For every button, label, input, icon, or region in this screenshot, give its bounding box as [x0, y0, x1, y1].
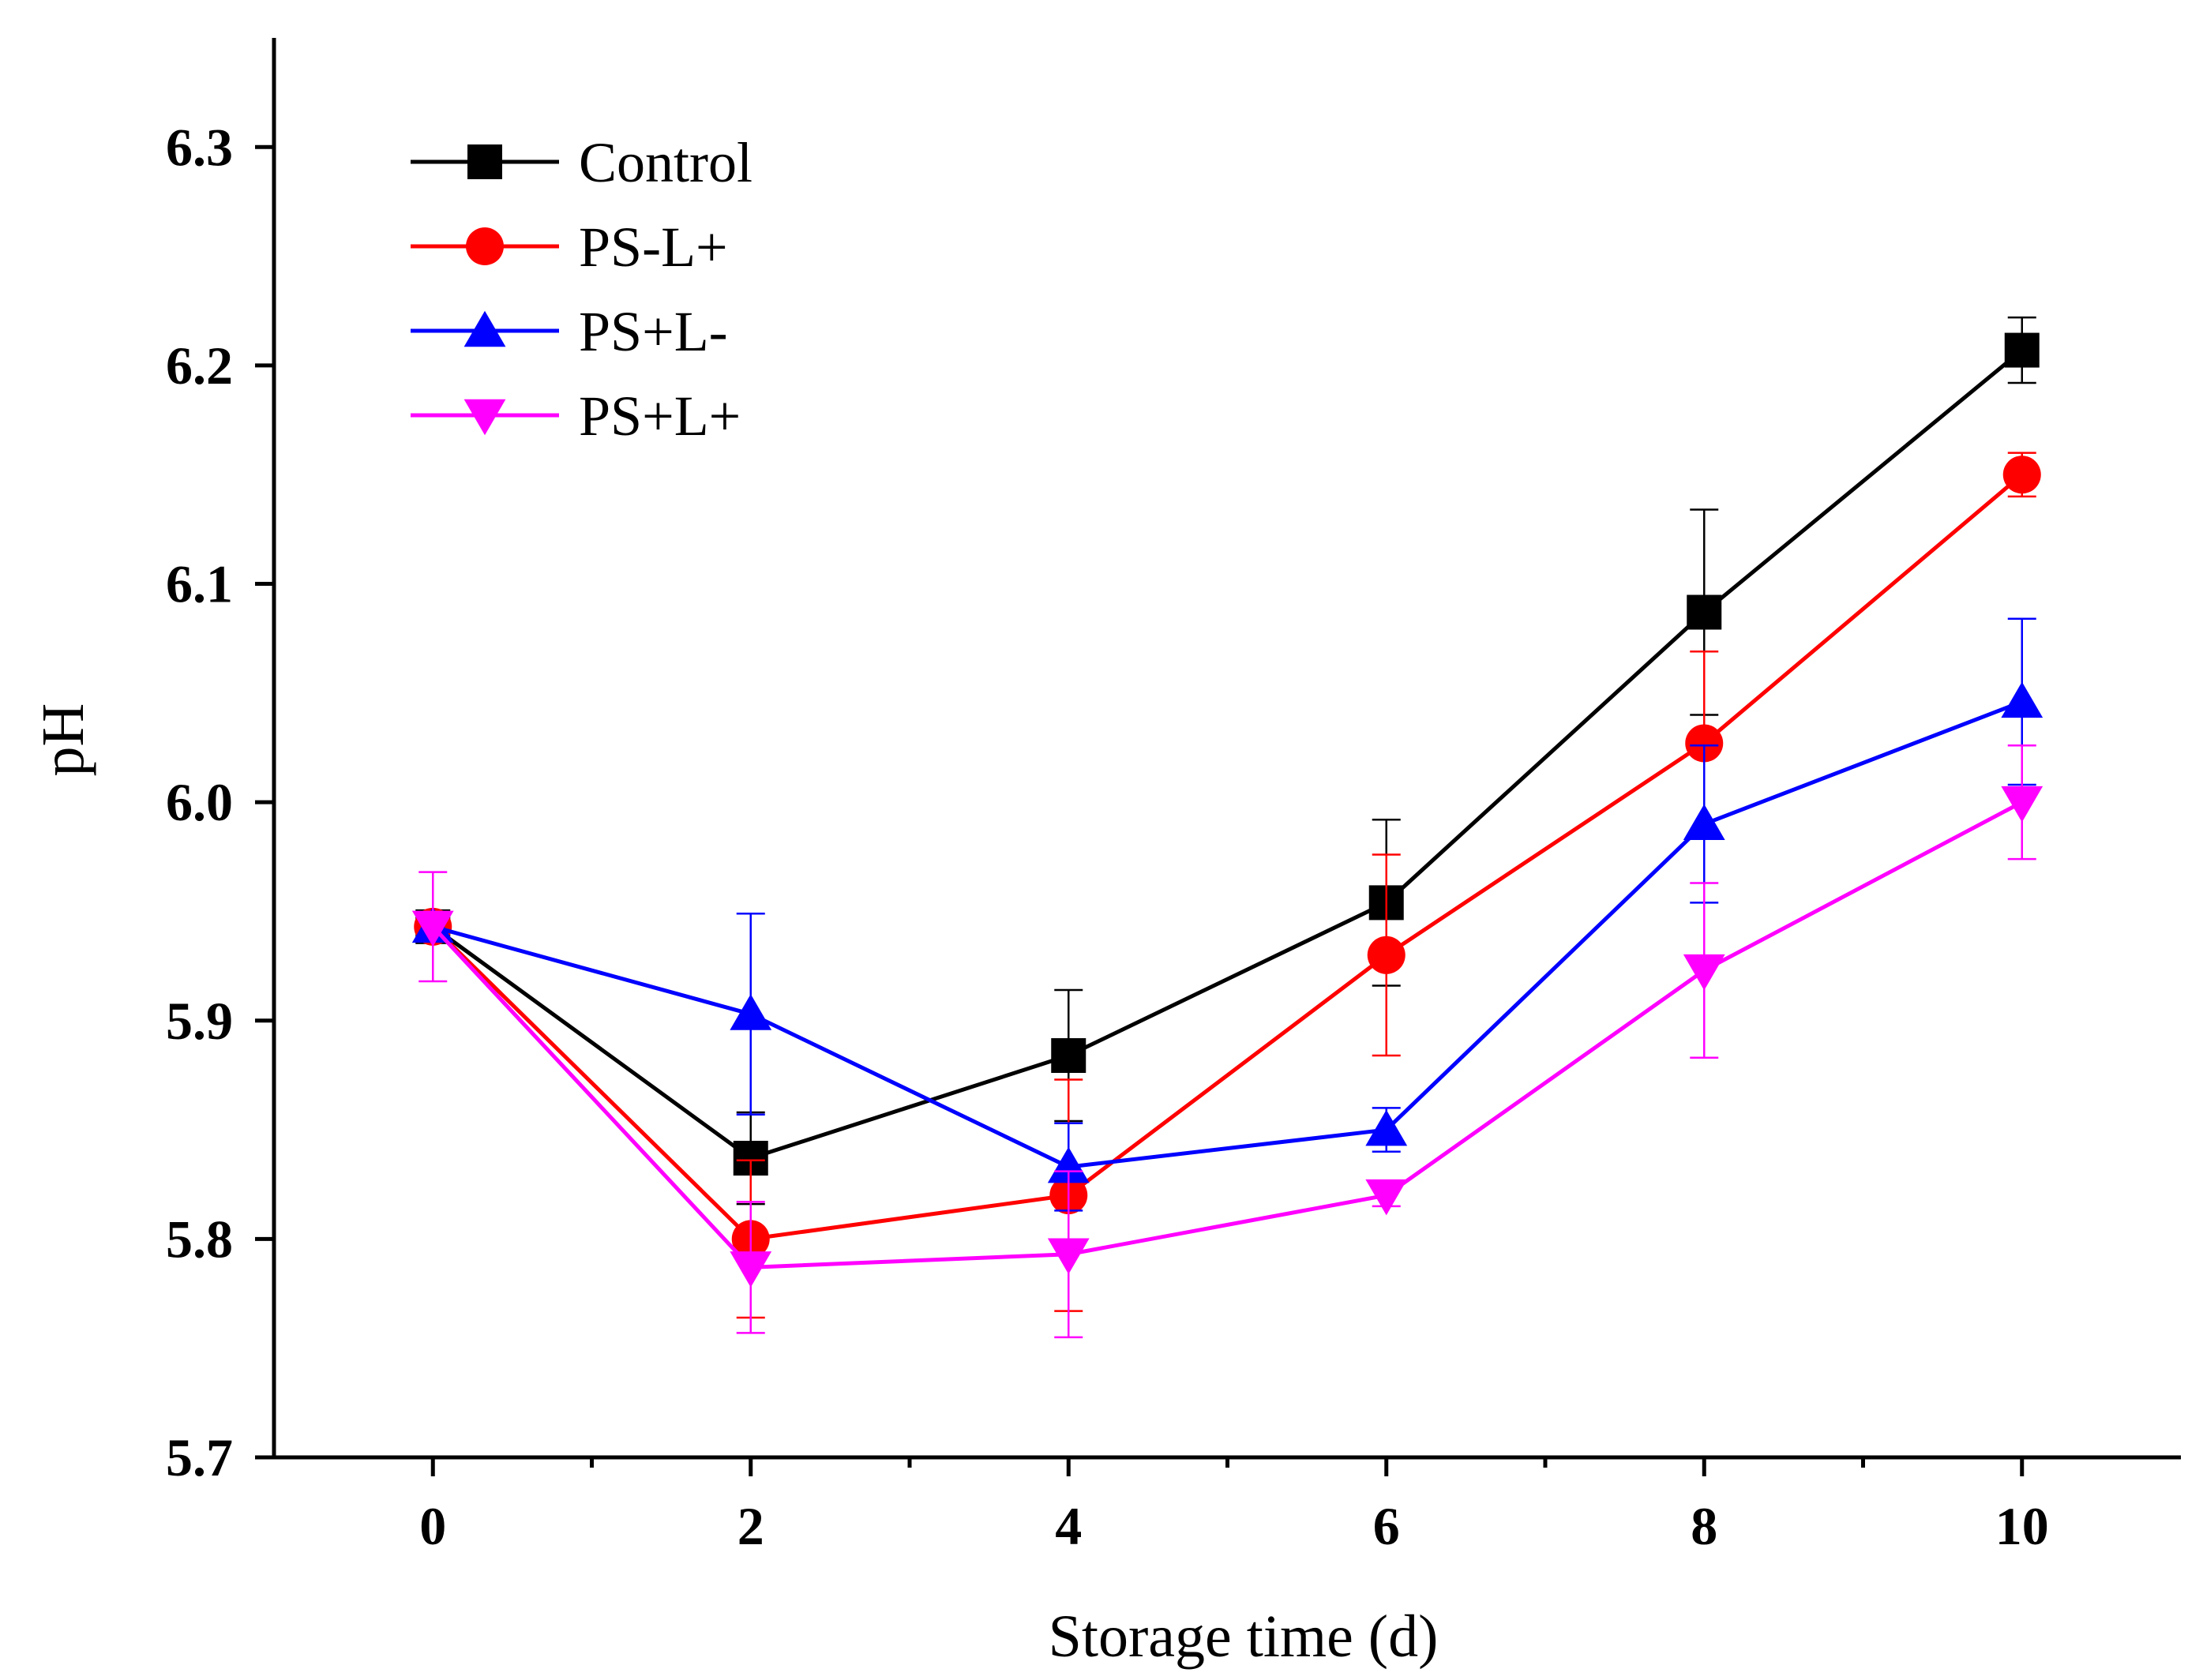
- x-tick-label: 10: [1995, 1496, 2049, 1556]
- y-tick-label: 5.9: [166, 991, 233, 1051]
- y-tick-label: 5.8: [166, 1209, 233, 1269]
- legend-label: PS+L-: [579, 300, 728, 363]
- x-tick-label: 4: [1055, 1496, 1082, 1556]
- legend-label: PS-L+: [579, 216, 728, 279]
- x-axis-title: Storage time (d): [1049, 1603, 1439, 1670]
- data-point: [2005, 333, 2040, 368]
- x-tick-label: 8: [1691, 1496, 1717, 1556]
- x-tick-label: 0: [419, 1496, 446, 1556]
- y-tick-label: 5.7: [166, 1427, 233, 1487]
- chart-background: [0, 0, 2188, 1680]
- legend-label: Control: [579, 131, 752, 194]
- y-tick-label: 6.2: [166, 336, 233, 396]
- x-tick-label: 2: [737, 1496, 764, 1556]
- y-tick-label: 6.0: [166, 772, 233, 832]
- data-point: [1368, 936, 1405, 974]
- data-point: [1687, 594, 1721, 629]
- x-tick-label: 6: [1373, 1496, 1400, 1556]
- y-tick-label: 6.3: [166, 117, 233, 177]
- legend-marker: [467, 144, 502, 179]
- y-tick-label: 6.1: [166, 554, 233, 614]
- data-point: [1051, 1038, 1086, 1073]
- legend-marker: [466, 227, 504, 265]
- y-axis-title: pH: [30, 703, 96, 777]
- data-point: [2003, 456, 2041, 493]
- chart: 5.7 5.8 5.9 6.0 6.1 6.2 6.3 0 2 4 6 8 10 Storage time…: [0, 0, 2188, 1680]
- legend-label: PS+L+: [579, 384, 741, 448]
